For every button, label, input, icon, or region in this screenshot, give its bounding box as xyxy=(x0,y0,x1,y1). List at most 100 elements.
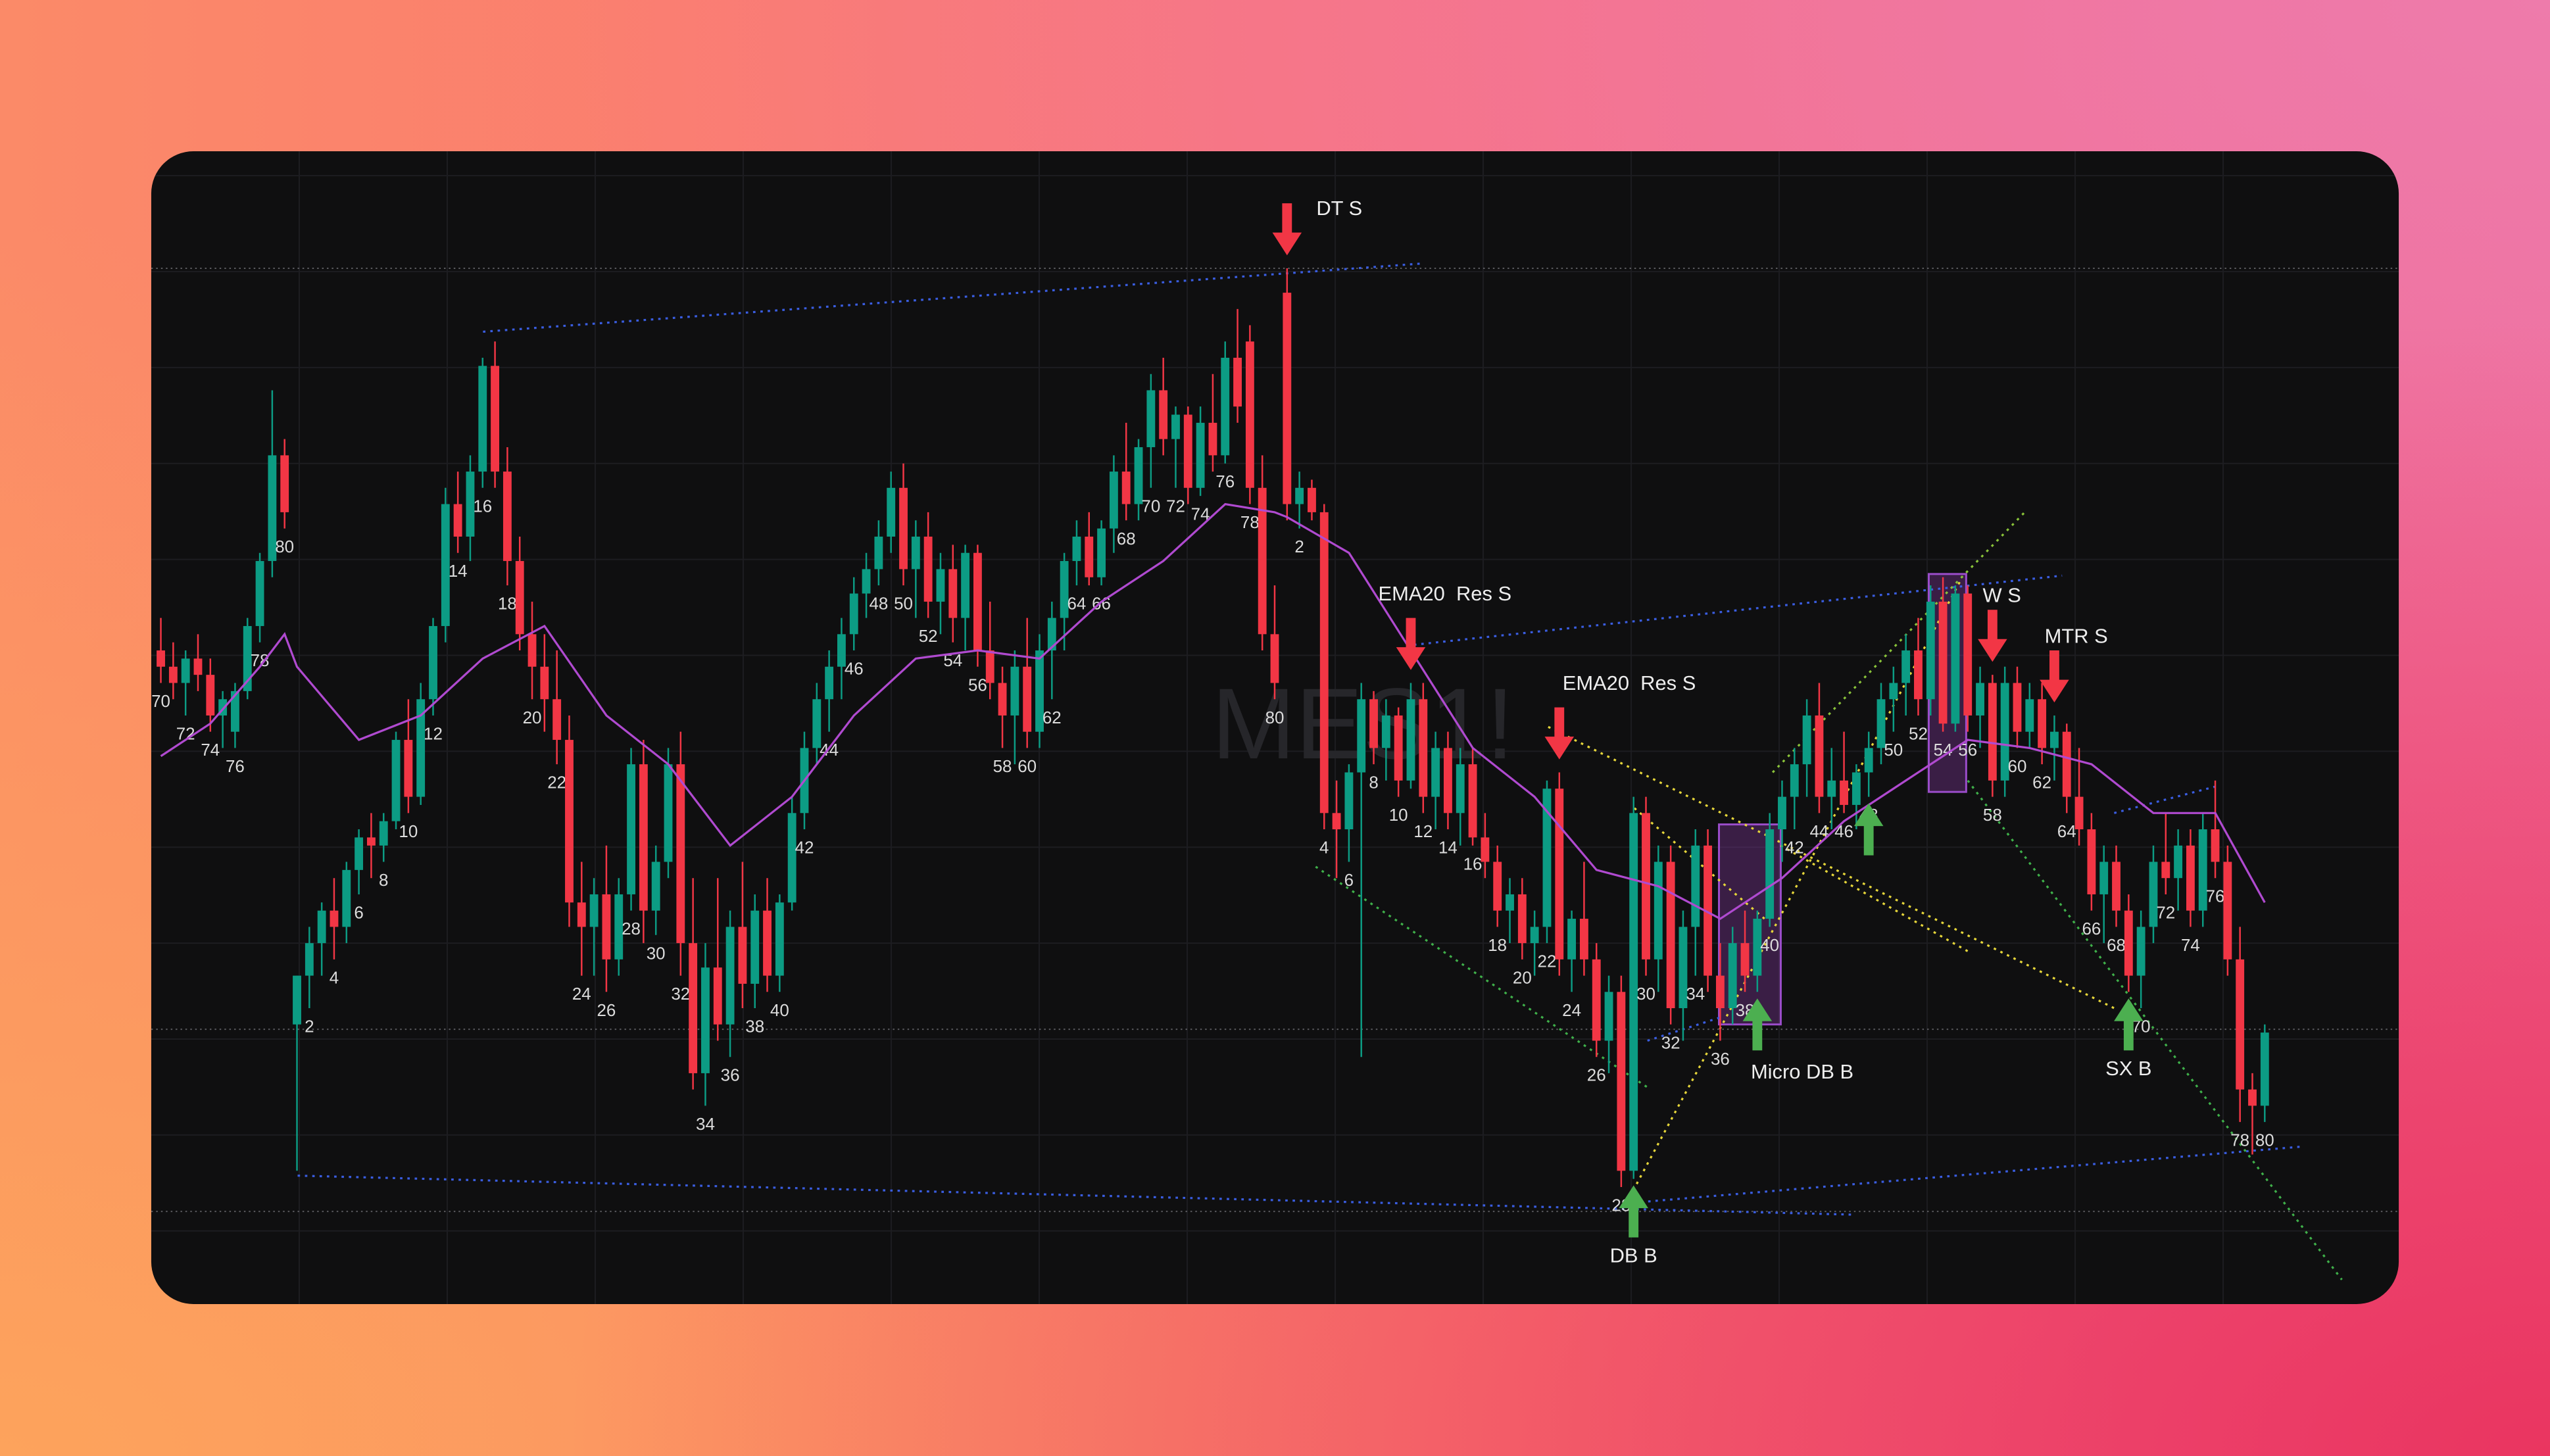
candle-body xyxy=(1666,861,1675,1009)
bar-number: 10 xyxy=(399,821,418,841)
bar-number: 32 xyxy=(671,984,690,1004)
candle-body xyxy=(1468,764,1477,838)
candle-body xyxy=(1914,650,1923,700)
bar-number: 40 xyxy=(770,1000,789,1020)
bar-number: 2 xyxy=(305,1017,314,1036)
candle-body xyxy=(1493,861,1502,911)
bar-number: 20 xyxy=(523,708,542,727)
candle-body xyxy=(2074,796,2084,830)
bar-number: 48 xyxy=(869,594,888,614)
candle-body xyxy=(1840,780,1848,805)
candle-body xyxy=(664,764,673,862)
bar-number: 74 xyxy=(201,740,220,760)
candle-body xyxy=(614,894,624,959)
candle-body xyxy=(775,902,784,976)
candle-body xyxy=(750,910,760,984)
candle-body xyxy=(317,910,326,944)
candle-body xyxy=(948,569,958,618)
bar-number: 72 xyxy=(1166,496,1185,516)
bar-number: 56 xyxy=(1958,740,1977,760)
bar-number: 30 xyxy=(1636,984,1655,1004)
candle-body xyxy=(1047,618,1056,651)
candle-body xyxy=(478,366,487,472)
candle-body xyxy=(1864,748,1873,773)
bar-number: 50 xyxy=(894,594,913,614)
signal-label: EMA20 Res S xyxy=(1563,671,1696,694)
signal-arrow xyxy=(1978,610,2007,662)
bar-number: 2 xyxy=(1294,537,1304,556)
candle-body xyxy=(602,894,611,959)
candle-body xyxy=(874,536,883,570)
signal-label: DT S xyxy=(1316,197,1362,220)
candle-body xyxy=(639,764,648,911)
bar-number: 28 xyxy=(622,919,641,938)
bar-number: 78 xyxy=(1240,512,1260,532)
candle-body xyxy=(973,552,982,651)
candle-body xyxy=(1196,422,1205,488)
bar-number: 74 xyxy=(2181,935,2200,955)
candle-body xyxy=(763,910,772,976)
candle-body xyxy=(366,837,376,846)
candle-body xyxy=(441,504,450,626)
bar-number: 66 xyxy=(2082,919,2101,938)
signal-arrow xyxy=(2114,998,2144,1051)
candle-body xyxy=(1876,699,1886,748)
candle-body xyxy=(961,552,970,618)
candle-body xyxy=(651,861,660,911)
bar-number: 50 xyxy=(1884,740,1903,760)
bar-number: 8 xyxy=(1369,773,1378,792)
candle-body xyxy=(1901,650,1911,683)
candle-body xyxy=(330,910,339,927)
candle-body xyxy=(2112,861,2121,911)
candle-body xyxy=(1406,699,1415,781)
candle-body xyxy=(1097,528,1106,577)
candle-body xyxy=(342,869,351,927)
candle-body xyxy=(1221,357,1230,456)
candle-body xyxy=(1431,748,1440,797)
bar-number: 6 xyxy=(354,902,363,922)
candle-body xyxy=(1381,715,1390,748)
candle-body xyxy=(2211,829,2220,862)
candle-body xyxy=(231,691,239,732)
bar-number: 80 xyxy=(1265,708,1285,727)
candle-body xyxy=(1530,927,1539,944)
candle-body xyxy=(998,683,1007,716)
candle-body xyxy=(1183,414,1192,488)
candle-body xyxy=(1963,593,1973,716)
candle-body xyxy=(2149,861,2158,927)
bar-number: 8 xyxy=(379,870,388,890)
signal-label: Micro DB B xyxy=(1751,1060,1853,1083)
bar-number: 72 xyxy=(2156,902,2175,922)
candle-body xyxy=(2260,1032,2269,1106)
bar-number: 60 xyxy=(2008,756,2027,776)
bar-number: 18 xyxy=(1488,935,1507,955)
chart-panel xyxy=(151,151,2399,1305)
candle-body xyxy=(1691,845,1700,927)
candle-body xyxy=(1567,919,1577,959)
bar-number: 78 xyxy=(2230,1130,2249,1150)
candle-body xyxy=(268,455,277,562)
marks: 7072747678802468101214161820222426283032… xyxy=(151,197,2274,1267)
candle-body xyxy=(1332,813,1341,830)
candle-body xyxy=(1740,943,1750,976)
candle-body xyxy=(540,666,549,700)
candle-body xyxy=(1159,390,1168,439)
signal-arrow xyxy=(1272,203,1302,256)
candle-body xyxy=(1951,593,1960,724)
signal-label: EMA20 Res S xyxy=(1379,582,1512,605)
candle-body xyxy=(1060,561,1069,618)
candle-body xyxy=(1419,699,1428,797)
bar-number: 38 xyxy=(745,1017,764,1036)
candle-body xyxy=(676,764,685,944)
bar-number: 26 xyxy=(597,1000,616,1020)
bar-number: 24 xyxy=(1562,1000,1581,1020)
candle-body xyxy=(1072,536,1081,562)
candle-body xyxy=(243,625,252,691)
candle-body xyxy=(1344,772,1354,830)
bar-number: 10 xyxy=(1389,805,1408,825)
candle-body xyxy=(1579,919,1588,959)
signal-arrow xyxy=(1742,998,1773,1051)
candle-body xyxy=(206,675,215,716)
candle-body xyxy=(1728,943,1737,1009)
candle-body xyxy=(985,650,994,683)
